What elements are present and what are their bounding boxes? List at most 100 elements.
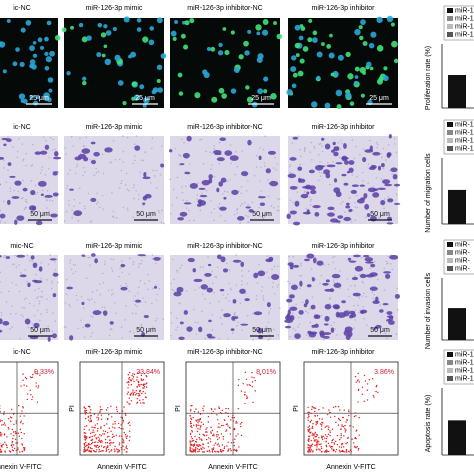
event xyxy=(120,424,122,426)
event xyxy=(343,435,345,437)
pore xyxy=(220,323,223,326)
pore xyxy=(0,209,2,212)
pore xyxy=(391,173,393,175)
event xyxy=(350,451,352,453)
cell xyxy=(112,26,117,32)
pore xyxy=(244,202,246,204)
pore xyxy=(15,266,18,268)
pore xyxy=(230,162,232,165)
cell xyxy=(348,167,354,173)
event xyxy=(199,428,201,430)
cell xyxy=(291,55,297,61)
event xyxy=(128,430,131,432)
pore xyxy=(112,258,115,261)
cell xyxy=(289,264,294,270)
cell xyxy=(5,256,11,259)
cell xyxy=(269,180,279,187)
event xyxy=(9,420,12,422)
pore xyxy=(197,321,199,324)
pore xyxy=(157,209,160,212)
event xyxy=(112,441,115,444)
pore xyxy=(115,312,117,315)
pore xyxy=(160,221,163,224)
event xyxy=(245,397,248,400)
pore xyxy=(147,288,149,291)
pore xyxy=(124,319,127,321)
cell xyxy=(184,20,190,26)
event xyxy=(196,430,199,433)
event xyxy=(316,441,319,443)
cell xyxy=(219,137,227,142)
event xyxy=(326,435,328,438)
cell xyxy=(0,156,5,160)
event xyxy=(128,371,131,374)
pore xyxy=(266,212,268,215)
cell xyxy=(160,163,165,168)
event xyxy=(223,446,226,448)
cell xyxy=(330,72,335,77)
pore xyxy=(107,289,110,292)
pore xyxy=(98,206,101,209)
cell xyxy=(198,187,206,190)
pore xyxy=(46,309,48,311)
event xyxy=(26,398,28,401)
cell xyxy=(368,42,375,49)
pore xyxy=(186,290,188,293)
event xyxy=(307,450,309,452)
cell xyxy=(343,143,347,149)
event xyxy=(130,384,133,386)
cell xyxy=(134,145,141,151)
cell xyxy=(304,258,310,262)
event xyxy=(200,421,203,423)
pore xyxy=(341,142,343,145)
pore xyxy=(298,323,301,325)
cell xyxy=(341,156,349,160)
event xyxy=(334,451,337,453)
pore xyxy=(245,292,247,295)
pore xyxy=(72,145,75,147)
cell xyxy=(287,309,291,316)
pore xyxy=(322,338,325,341)
event xyxy=(337,405,340,408)
event xyxy=(118,442,121,444)
pore xyxy=(3,256,5,258)
event xyxy=(122,428,124,430)
cell xyxy=(263,89,268,94)
legend-text: miR-126 xyxy=(455,23,474,30)
event xyxy=(335,448,338,451)
pore xyxy=(185,207,188,209)
event xyxy=(210,412,213,415)
event xyxy=(190,443,192,445)
pore xyxy=(321,172,323,175)
cell xyxy=(288,294,295,299)
event xyxy=(99,406,102,408)
event xyxy=(125,447,127,449)
pore xyxy=(82,174,84,177)
cell xyxy=(292,221,301,226)
event xyxy=(219,426,221,428)
event xyxy=(230,449,232,452)
cell xyxy=(367,187,376,193)
event xyxy=(226,445,228,447)
pore xyxy=(200,138,203,141)
pore xyxy=(173,278,175,281)
panel: 50 μm xyxy=(0,254,59,342)
cell xyxy=(194,92,201,99)
pore xyxy=(11,146,14,148)
event xyxy=(218,423,220,425)
pore xyxy=(235,254,238,256)
cell xyxy=(22,187,28,192)
event xyxy=(23,384,25,386)
cell xyxy=(130,51,137,58)
event xyxy=(357,388,360,391)
pore xyxy=(362,306,365,308)
legend-swatch xyxy=(447,138,453,143)
pore xyxy=(27,326,30,329)
event xyxy=(324,426,326,428)
event xyxy=(307,413,310,416)
event xyxy=(198,433,201,435)
event xyxy=(0,420,1,423)
bar xyxy=(448,308,466,340)
event xyxy=(199,438,201,440)
cell xyxy=(345,92,352,99)
